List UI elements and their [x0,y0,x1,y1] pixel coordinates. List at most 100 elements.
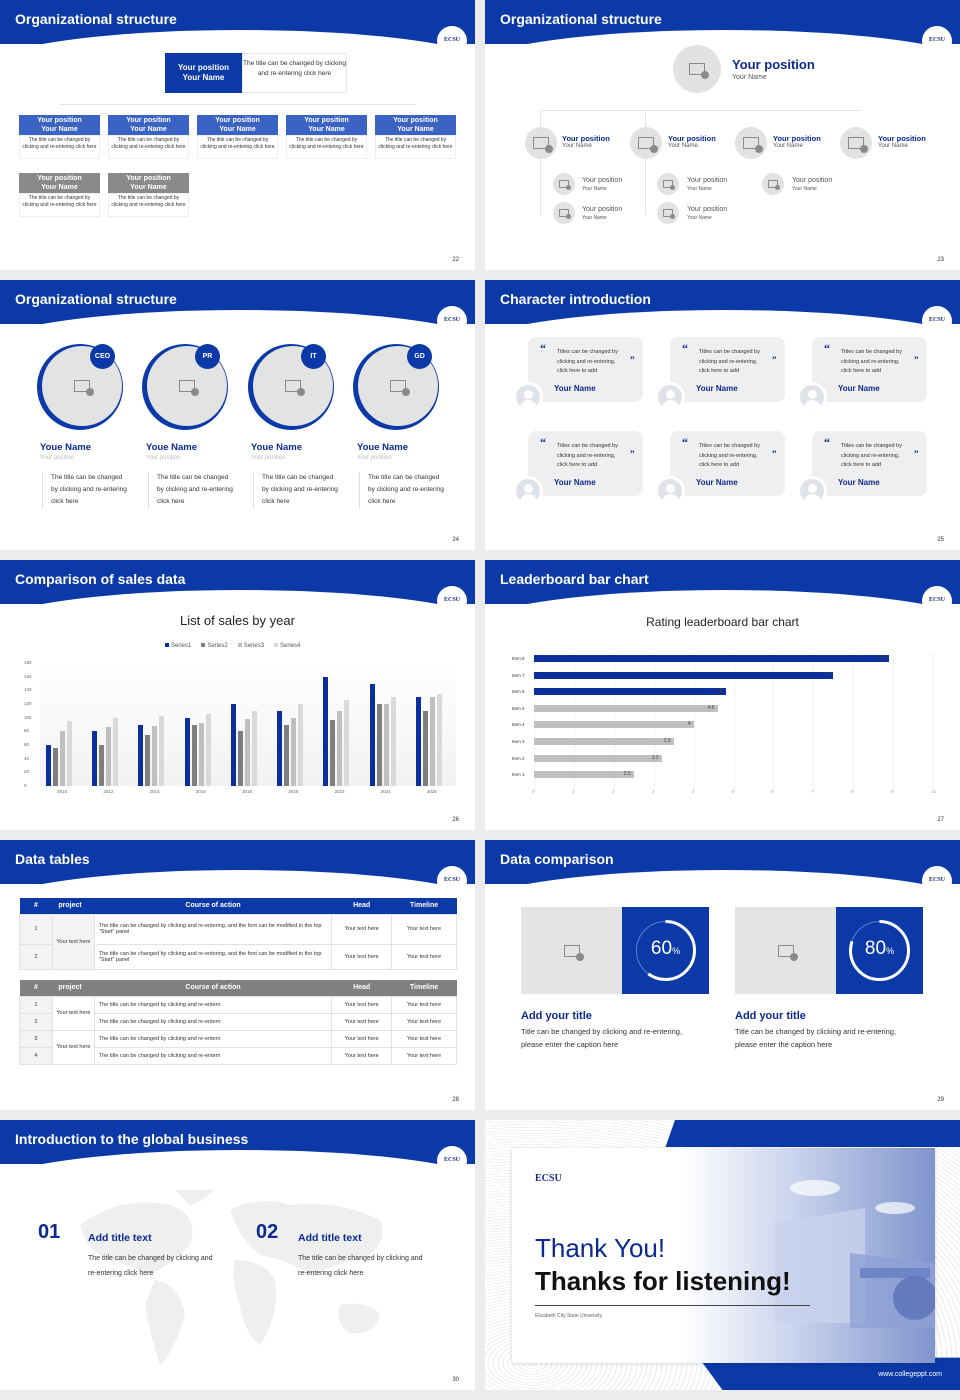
name-label: Your Name [773,143,803,149]
name-label: Your Name [582,186,607,192]
position-label: Your position [732,57,815,72]
bar: 4.6 [534,704,718,712]
image-add-icon [743,137,763,153]
cell: 1 [19,995,53,1014]
bar [436,693,442,786]
col-header: Head [353,984,371,992]
slide-25[interactable]: Character introduction ECSU “ Titles can… [485,280,960,550]
cell: Your text here [391,943,457,970]
photo-placeholder[interactable] [657,173,679,195]
photo-placeholder[interactable] [762,173,784,195]
photo-placeholder[interactable] [840,127,872,159]
bar [244,719,250,786]
y-tick: Item 2 [512,755,525,761]
open-quote-icon: “ [682,341,688,355]
col-header: Head [353,902,371,910]
photo-placeholder[interactable] [253,346,333,426]
quote-text: Titles can be changed by clicking and re… [699,349,760,374]
slide-23[interactable]: Organizational structure ECSU Your posit… [485,0,960,270]
quote-card: “ Titles can be changed by clicking and … [812,431,927,496]
photo-placeholder[interactable] [525,127,557,159]
cell: Your text here [331,913,393,945]
col-header: project [58,902,82,910]
photo-placeholder[interactable] [735,907,836,994]
slide-31[interactable]: ECSU Thank You! Thanks for listening! El… [485,1120,960,1390]
slide-30[interactable]: Introduction to the global business ECSU… [0,1120,475,1390]
photo-placeholder[interactable] [521,907,622,994]
x-tick: 10 [931,789,937,794]
name-label: Your Name [562,143,592,149]
close-quote-icon: ” [914,449,919,459]
slide-22[interactable]: Organizational structure ECSU Your posit… [0,0,475,270]
photo-placeholder[interactable] [735,127,767,159]
person-name: Youe Name [251,442,303,453]
cell: The title can be changed by clicking and… [93,1029,333,1048]
connector-line [60,104,415,105]
person-name: Youe Name [357,442,409,453]
card-desc: The title can be changed by clicking and… [286,135,367,159]
y-tick: Item 6 [512,689,525,695]
avatar-icon [797,476,827,506]
avatar-icon [513,382,543,412]
position-label: Your position [582,206,623,213]
col-header: Course of action [185,984,241,992]
slide-24[interactable]: Organizational structure ECSU CEO Youe N… [0,280,475,550]
card-head: Your position Your Name [108,115,189,135]
legend-item: Series3 [238,643,264,649]
photo-placeholder[interactable] [553,202,575,224]
y-tick: 40 [24,755,30,761]
slide-27[interactable]: Leaderboard bar chart ECSU Rating leader… [485,560,960,830]
col-header: Course of action [185,902,241,910]
role-badge: CEO [90,344,115,369]
progress-ring-icon [635,920,696,981]
photo-placeholder[interactable] [553,173,575,195]
page-number: 27 [937,817,944,823]
quote-name: Your Name [696,384,738,393]
x-tick: 5 [731,789,735,794]
photo-placeholder[interactable] [657,202,679,224]
slide-29[interactable]: Data comparison ECSU 60% Add your title … [485,840,960,1110]
org-card: Your position Your Name The title can be … [286,115,367,159]
item-desc: The title can be changed by clicking and… [298,1255,423,1277]
cell: Your text here [51,995,95,1031]
bar [284,724,290,786]
role-badge: IT [301,344,326,369]
item-title: Add your title [735,1010,806,1022]
slide-26[interactable]: Comparison of sales data ECSU List of sa… [0,560,475,830]
close-quote-icon: ” [772,355,777,365]
y-tick: Item 1 [512,772,525,778]
slide-28[interactable]: Data tables ECSU # project Course of act… [0,840,475,1110]
image-add-icon [689,63,709,79]
website-link[interactable]: www.collegeppt.com [878,1371,942,1378]
name-label: Your Name [732,74,767,81]
bar: 3.2 [534,754,662,762]
slide-title: Organizational structure [15,11,177,27]
quote-text: Titles can be changed by clicking and re… [841,349,902,374]
position-label: Your position [687,206,728,213]
connector-line [540,110,860,111]
item-desc: The title can be changed by clicking and… [88,1255,213,1277]
photo-placeholder[interactable] [630,127,662,159]
photo-placeholder[interactable] [673,45,721,93]
gridline [733,652,735,792]
y-tick: 140 [24,687,32,693]
org-card: Your position Your Name The title can be … [19,115,100,159]
name-label: Your Name [687,186,712,192]
cell: Your text here [391,1012,457,1031]
card-desc: The title can be changed by clicking and… [197,135,278,159]
quote-card: “ Titles can be changed by clicking and … [812,337,927,402]
chart-title: List of sales by year [180,613,295,628]
page-number: 25 [937,537,944,543]
x-tick: 1 [571,789,575,794]
page-number: 24 [452,537,459,543]
bar-value: 7.5 [823,671,831,678]
bar: 8.9 [534,655,890,662]
bar [230,704,236,786]
name-label: Your Name [792,186,817,192]
col-header: Timeline [409,984,439,992]
ecsu-logo: ECSU [922,306,952,336]
bar-value: 3.5 [663,738,671,744]
image-add-icon [848,137,868,153]
person-position: Your position [40,455,75,461]
card-desc: The title can be changed by clicking and… [108,135,189,159]
